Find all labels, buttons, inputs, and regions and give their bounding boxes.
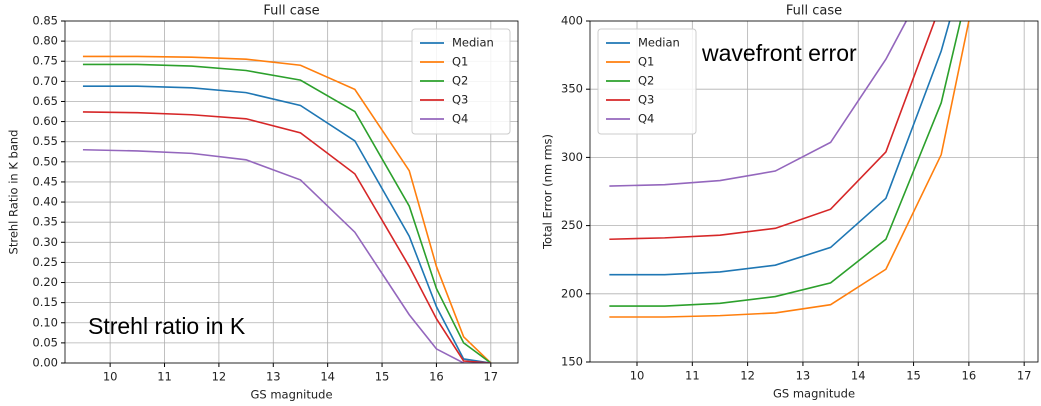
legend-box xyxy=(411,28,511,135)
series-line xyxy=(609,21,951,276)
chart-title: Full case xyxy=(786,4,842,19)
annotation: wavefront error xyxy=(701,40,857,66)
chart-title: Full case xyxy=(263,4,319,19)
plot-frame xyxy=(589,20,1039,363)
y-axis-label: Strehl Ratio in K band xyxy=(7,130,21,255)
legend-label: Median xyxy=(638,36,680,50)
x-tick-label: 16 xyxy=(962,369,977,383)
y-tick-label: 0.35 xyxy=(32,215,58,229)
legend-label: Q4 xyxy=(452,112,468,126)
x-axis-label: GS magnitude xyxy=(773,387,855,401)
x-tick-label: 12 xyxy=(740,369,755,383)
series-line xyxy=(82,85,491,363)
x-tick-label: 17 xyxy=(1017,369,1032,383)
legend-label: Median xyxy=(452,36,494,50)
legend-box xyxy=(597,28,697,135)
legend-label: Q3 xyxy=(638,93,654,107)
x-tick-label: 12 xyxy=(212,370,227,384)
x-tick-label: 15 xyxy=(906,369,921,383)
y-tick-label: 0.60 xyxy=(32,114,58,128)
x-tick-label: 14 xyxy=(320,370,335,384)
legend-label: Q3 xyxy=(452,93,468,107)
plot-frame xyxy=(64,20,519,364)
legend-label: Q1 xyxy=(452,55,468,69)
chart: 10 11 12 13 14 15 16 17 150 200 250 300 350 400 Full c… xyxy=(541,4,1039,401)
x-tick-label: 16 xyxy=(429,370,444,384)
y-tick-label: 0.15 xyxy=(32,295,58,309)
series-line xyxy=(609,21,970,318)
y-tick-label: 200 xyxy=(561,286,583,300)
y-tick-label: 0.20 xyxy=(32,275,58,289)
y-tick-label: 150 xyxy=(561,355,583,369)
series-line xyxy=(82,63,492,363)
y-tick-label: 0.00 xyxy=(32,356,58,370)
legend: Median Q1 Q2 Q3 Q4 xyxy=(411,28,511,135)
y-tick-label: 250 xyxy=(561,218,583,232)
legend: Median Q1 Q2 Q3 Q4 xyxy=(597,28,697,135)
series-line xyxy=(609,21,908,187)
y-tick-label: 0.55 xyxy=(32,134,58,148)
y-tick-label: 0.65 xyxy=(32,94,58,108)
x-tick-label: 13 xyxy=(266,370,281,384)
annotation: Strehl ratio in K xyxy=(88,313,246,339)
series-line xyxy=(82,148,491,363)
legend-label: Q2 xyxy=(452,74,468,88)
x-axis-label: GS magnitude xyxy=(250,388,332,402)
chart: 10 11 12 13 14 15 16 17 0.00 0.05 0.10 0.15 0.20 0.25… xyxy=(7,4,519,402)
y-tick-label: 0.80 xyxy=(32,34,58,48)
y-tick-label: 0.25 xyxy=(32,255,58,269)
x-tick-label: 11 xyxy=(685,369,700,383)
x-tick-label: 10 xyxy=(630,369,645,383)
series-line xyxy=(609,21,936,241)
y-tick-label: 0.50 xyxy=(32,154,58,168)
legend-label: Q2 xyxy=(638,74,654,88)
y-tick-label: 0.10 xyxy=(32,315,58,329)
legend-label: Q1 xyxy=(638,55,654,69)
series-line xyxy=(82,55,492,363)
y-tick-label: 0.40 xyxy=(32,195,58,209)
series-line xyxy=(82,111,491,363)
y-tick-label: 0.75 xyxy=(32,54,58,68)
x-tick-label: 11 xyxy=(157,370,172,384)
y-tick-label: 300 xyxy=(561,150,583,164)
y-tick-label: 0.45 xyxy=(32,174,58,188)
series-line xyxy=(609,21,962,307)
x-tick-label: 10 xyxy=(103,370,118,384)
x-tick-label: 15 xyxy=(375,370,390,384)
x-tick-label: 13 xyxy=(796,369,811,383)
y-tick-label: 0.70 xyxy=(32,74,58,88)
y-tick-label: 350 xyxy=(561,82,583,96)
x-tick-label: 14 xyxy=(851,369,866,383)
x-tick-label: 17 xyxy=(483,370,498,384)
y-tick-label: 400 xyxy=(561,14,583,28)
y-tick-label: 0.05 xyxy=(32,335,58,349)
y-tick-label: 0.30 xyxy=(32,235,58,249)
y-tick-label: 0.85 xyxy=(32,14,58,28)
y-axis-label: Total Error (nm rms) xyxy=(541,134,555,250)
legend-label: Q4 xyxy=(638,112,654,126)
